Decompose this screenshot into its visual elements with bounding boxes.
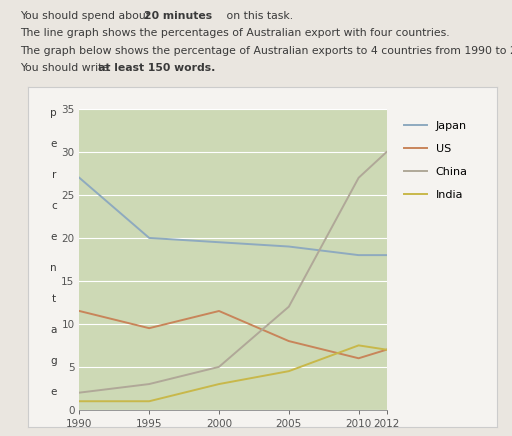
Text: You should write: You should write: [20, 63, 113, 73]
Text: r: r: [52, 170, 56, 181]
Legend: Japan, US, China, India: Japan, US, China, India: [404, 121, 467, 201]
Text: g: g: [51, 356, 57, 366]
Text: e: e: [51, 232, 57, 242]
Text: on this task.: on this task.: [223, 11, 293, 21]
Text: e: e: [51, 388, 57, 397]
Text: The line graph shows the percentages of Australian export with four countries.: The line graph shows the percentages of …: [20, 28, 450, 38]
Text: n: n: [51, 263, 57, 273]
Text: t: t: [52, 294, 56, 304]
Text: You should spend about: You should spend about: [20, 11, 154, 21]
Text: The graph below shows the percentage of Australian exports to 4 countries from 1: The graph below shows the percentage of …: [20, 46, 512, 56]
Text: p: p: [51, 109, 57, 118]
Text: at least 150 words.: at least 150 words.: [98, 63, 216, 73]
Text: e: e: [51, 140, 57, 150]
Text: a: a: [51, 325, 57, 335]
Text: c: c: [51, 201, 57, 211]
Text: 20 minutes: 20 minutes: [144, 11, 212, 21]
